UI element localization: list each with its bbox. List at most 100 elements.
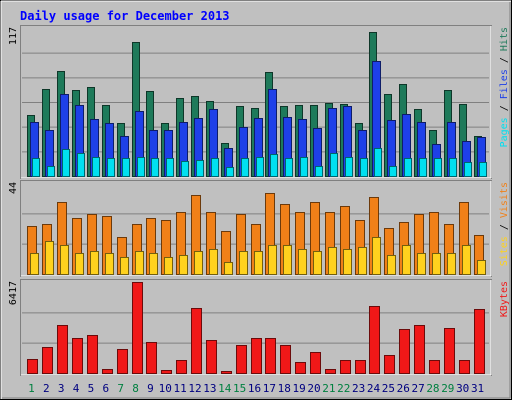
- bar-kbytes: [429, 360, 440, 374]
- day-label: 16: [248, 382, 261, 395]
- bar-kbytes: [459, 360, 470, 374]
- bar-sites: [135, 251, 144, 275]
- bar-kbytes: [474, 309, 485, 374]
- day-label: 1: [28, 382, 35, 395]
- panel-0-legend: Pages / Files / Hits: [499, 27, 510, 147]
- chart-title: Daily usage for December 2013: [20, 9, 230, 23]
- day-label: 28: [426, 382, 439, 395]
- bar-sites: [477, 260, 486, 275]
- bar-pages: [256, 157, 264, 177]
- bar-sites: [283, 245, 292, 275]
- bar-pages: [226, 167, 234, 177]
- bar-sites: [30, 253, 39, 275]
- day-label: 10: [159, 382, 172, 395]
- day-label: 30: [456, 382, 469, 395]
- bar-pages: [464, 162, 472, 177]
- legend-visits: Visits: [499, 182, 510, 218]
- bar-sites: [149, 253, 158, 275]
- bar-kbytes: [42, 347, 53, 374]
- bar-pages: [479, 162, 487, 177]
- bar-sites: [432, 253, 441, 275]
- bar-pages: [32, 158, 40, 177]
- bar-sites: [462, 245, 471, 275]
- bar-sites: [328, 247, 337, 275]
- day-label: 21: [322, 382, 335, 395]
- bar-kbytes: [117, 349, 128, 374]
- bar-pages: [47, 166, 55, 177]
- panel-1-max-label: 44: [8, 182, 19, 194]
- day-label: 9: [147, 382, 154, 395]
- bar-pages: [270, 154, 278, 177]
- bar-kbytes: [399, 329, 410, 374]
- bar-pages: [345, 157, 353, 177]
- bar-pages: [211, 158, 219, 177]
- day-label: 11: [174, 382, 187, 395]
- bar-pages: [241, 158, 249, 177]
- panel-1-legend: Sites / Visits: [499, 182, 510, 266]
- day-label: 22: [337, 382, 350, 395]
- bar-pages: [315, 166, 323, 177]
- bar-pages: [107, 158, 115, 177]
- bar-pages: [196, 160, 204, 177]
- bar-sites: [224, 262, 233, 275]
- bar-kbytes: [191, 308, 202, 374]
- bar-kbytes: [236, 345, 247, 374]
- bar-pages: [181, 161, 189, 177]
- bar-kbytes: [280, 345, 291, 374]
- bar-sites: [268, 245, 277, 275]
- day-label: 23: [352, 382, 365, 395]
- bar-sites: [298, 249, 307, 275]
- day-label: 27: [411, 382, 424, 395]
- bar-pages: [449, 158, 457, 177]
- day-label: 6: [102, 382, 109, 395]
- bar-pages: [330, 153, 338, 177]
- bar-kbytes: [87, 335, 98, 374]
- bar-sites: [105, 253, 114, 275]
- legend-kbytes: KBytes: [499, 281, 510, 317]
- bar-pages: [77, 153, 85, 177]
- bar-sites: [45, 241, 54, 275]
- bar-pages: [137, 157, 145, 177]
- legend-files: Files: [499, 69, 510, 99]
- bar-pages: [389, 166, 397, 177]
- day-label: 13: [203, 382, 216, 395]
- bar-kbytes: [340, 360, 351, 374]
- bar-sites: [313, 251, 322, 275]
- day-label: 24: [367, 382, 381, 395]
- bar-pages: [151, 158, 159, 177]
- panel-2-max-label: 6417: [8, 281, 19, 305]
- bar-pages: [434, 158, 442, 177]
- bar-kbytes: [444, 328, 455, 374]
- day-label: 12: [188, 382, 201, 395]
- bar-pages: [166, 158, 174, 177]
- bar-kbytes: [57, 325, 68, 374]
- bar-kbytes: [355, 360, 366, 374]
- bar-sites: [194, 251, 203, 275]
- bar-sites: [179, 255, 188, 275]
- bar-pages: [404, 158, 412, 177]
- bar-kbytes: [176, 360, 187, 374]
- legend-pages: Pages: [499, 117, 510, 147]
- day-label: 20: [307, 382, 320, 395]
- legend-separator: /: [499, 99, 510, 117]
- day-label: 15: [233, 382, 246, 395]
- day-label: 7: [117, 382, 124, 395]
- bar-kbytes: [146, 342, 157, 374]
- bar-sites: [209, 249, 218, 275]
- bar-sites: [75, 253, 84, 275]
- day-label: 26: [397, 382, 410, 395]
- day-label: 3: [58, 382, 65, 395]
- day-label: 31: [471, 382, 484, 395]
- bar-kbytes: [221, 371, 232, 374]
- day-label: 25: [382, 382, 395, 395]
- day-label: 29: [441, 382, 454, 395]
- day-label: 5: [88, 382, 95, 395]
- bar-kbytes: [161, 370, 172, 374]
- day-label: 18: [278, 382, 291, 395]
- bar-kbytes: [384, 355, 395, 374]
- bar-sites: [254, 251, 263, 275]
- legend-separator: /: [499, 218, 510, 236]
- bar-kbytes: [295, 362, 306, 374]
- bar-sites: [90, 251, 99, 275]
